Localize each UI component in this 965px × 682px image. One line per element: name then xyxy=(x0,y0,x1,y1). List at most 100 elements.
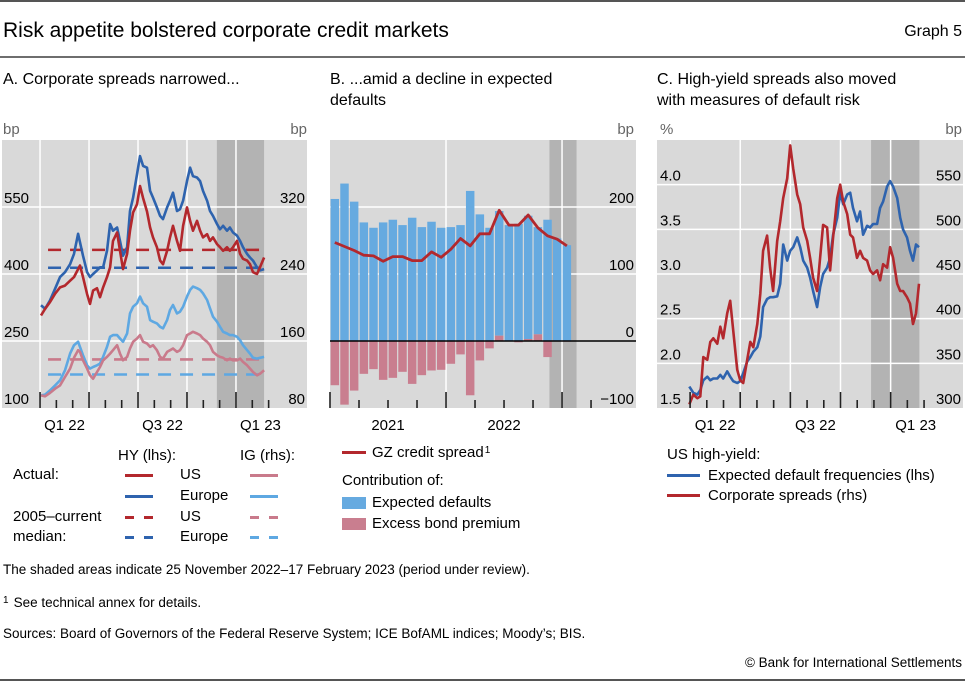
graph-title: Risk appetite bolstered corporate credit… xyxy=(3,19,449,42)
y-left-tick-label: 2.0 xyxy=(660,346,681,363)
legend-swatch-excess-bond-premium xyxy=(342,518,366,530)
bar-expected-defaults xyxy=(552,238,562,341)
bar-excess-bond-premium xyxy=(417,341,427,376)
legend-swatch-hy-us xyxy=(125,474,153,477)
legend-actual-label: Actual: xyxy=(13,466,59,483)
panel-b-title-line: B. ...amid a decline in expected xyxy=(330,71,553,88)
bar-expected-defaults xyxy=(398,225,407,341)
series-line xyxy=(40,285,265,397)
bar-excess-bond-premium xyxy=(523,338,533,341)
y-right-unit: bp xyxy=(290,121,307,138)
bar-excess-bond-premium xyxy=(359,341,369,374)
bar-excess-bond-premium xyxy=(485,341,494,349)
bar-excess-bond-premium xyxy=(494,335,504,341)
bar-expected-defaults xyxy=(378,222,388,341)
y-left-tick-label: 2.5 xyxy=(660,302,681,319)
bar-expected-defaults xyxy=(436,227,446,341)
y-right-tick-label: −100 xyxy=(600,391,634,408)
y-left-unit: bp xyxy=(3,121,20,138)
shading-note: The shaded areas indicate 25 November 20… xyxy=(3,562,530,577)
y-right-tick-label: 80 xyxy=(288,391,305,408)
y-right-tick-label: 300 xyxy=(936,391,961,408)
series-line xyxy=(688,179,920,396)
x-tick-label: Q1 23 xyxy=(895,417,936,434)
bar-expected-defaults xyxy=(340,183,349,341)
bar-expected-defaults xyxy=(475,214,485,341)
y-right-tick-label: 240 xyxy=(280,257,305,274)
series-line xyxy=(39,184,266,317)
bar-expected-defaults xyxy=(562,245,572,341)
bar-expected-defaults xyxy=(446,227,456,341)
legend-swatch-ig-us xyxy=(250,474,278,477)
bar-excess-bond-premium xyxy=(330,341,340,386)
panel-c-title-line: C. High-yield spreads also moved xyxy=(657,71,897,88)
y-right-unit: bp xyxy=(945,121,962,138)
legend-gz-text: GZ credit spread xyxy=(372,444,484,461)
legend-expected-defaults-label: Expected defaults xyxy=(372,494,492,511)
y-right-tick-label: 160 xyxy=(280,324,305,341)
x-tick-label: 2021 xyxy=(371,417,404,434)
bar-excess-bond-premium xyxy=(533,334,543,341)
legend-swatch-corporate-spreads xyxy=(667,494,700,497)
legend-row-label: US xyxy=(180,508,201,525)
legend-swatch-ig-europe-median xyxy=(250,536,278,539)
x-tick-label: Q1 22 xyxy=(695,417,736,434)
y-left-tick-label: 250 xyxy=(4,324,29,341)
legend-swatch-ig-europe xyxy=(250,495,278,498)
panel-c-title: C. High-yield spreads also moved with me… xyxy=(657,69,896,111)
panel-b-chart: 2021 2022 −100 0 100 200 bp xyxy=(329,121,636,434)
legend-row-label: Europe xyxy=(180,528,229,545)
series-line xyxy=(40,154,265,311)
legend-ig-header: IG (rhs): xyxy=(240,447,295,464)
y-right-tick-label: 400 xyxy=(936,302,961,319)
panel-b-title: B. ...amid a decline in expected default… xyxy=(330,69,552,111)
bar-expected-defaults xyxy=(523,215,533,339)
legend-row-label: Europe xyxy=(180,487,229,504)
bar-excess-bond-premium xyxy=(349,341,359,391)
y-right-tick-label: 320 xyxy=(280,190,305,207)
panel-a-title-line: A. Corporate spreads narrowed... xyxy=(3,71,240,88)
legend-swatch-edf xyxy=(667,474,700,477)
y-right-tick-label: 350 xyxy=(936,346,961,363)
footnote-marker: 1 xyxy=(484,445,491,456)
bar-expected-defaults xyxy=(330,198,340,341)
sources: Sources: Board of Governors of the Feder… xyxy=(3,626,586,641)
y-left-tick-label: 550 xyxy=(4,190,29,207)
bar-excess-bond-premium xyxy=(436,341,446,370)
top-rule xyxy=(0,0,965,2)
bar-excess-bond-premium xyxy=(543,341,552,358)
bar-excess-bond-premium xyxy=(446,341,456,364)
bar-excess-bond-premium xyxy=(407,341,417,384)
legend-excess-bond-premium-label: Excess bond premium xyxy=(372,515,521,532)
panel-b-title-line: defaults xyxy=(330,92,387,109)
series-line xyxy=(688,144,921,405)
legend-swatch-hy-europe-median xyxy=(125,536,153,539)
bar-expected-defaults xyxy=(465,190,475,341)
legend-swatch-hy-us-median xyxy=(125,516,153,519)
header-rule xyxy=(0,56,965,58)
bar-expected-defaults xyxy=(417,227,427,341)
bar-expected-defaults xyxy=(514,223,523,341)
footnote: 1 See technical annex for details. xyxy=(3,595,201,611)
bar-expected-defaults xyxy=(485,227,494,341)
legend-swatch-gz-spread xyxy=(342,451,366,454)
bar-excess-bond-premium xyxy=(398,341,407,372)
legend-median-label: median: xyxy=(13,528,67,545)
panel-a-title: A. Corporate spreads narrowed... xyxy=(3,69,240,90)
y-left-tick-label: 400 xyxy=(4,257,29,274)
series-line xyxy=(40,330,265,398)
bar-excess-bond-premium xyxy=(456,341,465,355)
footnote-marker: 1 xyxy=(3,595,9,606)
panel-c-title-line: with measures of default risk xyxy=(657,92,860,109)
footnote-text: See technical annex for details. xyxy=(13,595,202,610)
bar-expected-defaults xyxy=(533,227,543,335)
y-right-tick-label: 100 xyxy=(609,257,634,274)
bar-expected-defaults xyxy=(427,221,436,341)
y-right-unit: bp xyxy=(617,121,634,138)
legend-gz-label: GZ credit spread1 xyxy=(372,444,490,462)
bar-expected-defaults xyxy=(359,222,369,341)
bar-excess-bond-premium xyxy=(369,341,378,370)
y-left-tick-label: 1.5 xyxy=(660,391,681,408)
legend-median-label: 2005–current xyxy=(13,508,102,525)
